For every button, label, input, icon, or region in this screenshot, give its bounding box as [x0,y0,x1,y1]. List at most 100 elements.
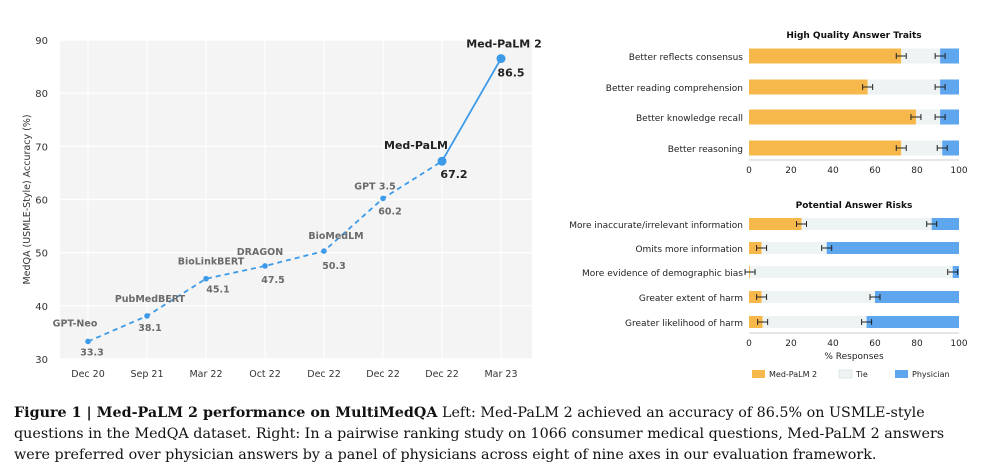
x-tick-label: 80 [911,339,923,349]
bar-segment-med-palm-2 [749,242,762,254]
legend-label: Med-PaLM 2 [769,370,817,379]
bar-segment-physician [940,109,959,125]
bar-category-label: Better knowledge recall [636,114,743,124]
bar-segment-physician [942,140,959,156]
bar-segment-tie [901,140,943,156]
bar-category-label: Greater likelihood of harm [625,319,743,329]
y-tick-label: 80 [35,89,48,100]
x-tick-label: Mar 22 [189,369,222,380]
point-model-label: BioMedLM [308,231,363,242]
legend-swatch [895,370,908,378]
x-tick-label: Sep 21 [130,369,163,380]
bar-segment-med-palm-2 [749,140,902,156]
data-point [85,338,91,345]
point-value-label: 86.5 [497,67,524,80]
x-tick-label: Dec 20 [71,369,105,380]
y-tick-label: 30 [35,355,48,366]
x-tick-label: 100 [950,166,967,176]
y-tick-label: 70 [35,142,48,153]
x-tick-label: 60 [869,339,881,349]
point-value-label: 38.1 [138,323,161,334]
bar-category-label: Better reflects consensus [629,53,744,63]
legend-swatch [838,369,853,379]
bar-segment-tie [867,79,941,95]
x-tick-label: Mar 23 [484,369,517,380]
y-tick-label: 40 [35,302,48,313]
bar-segment-tie [750,266,953,278]
caption-label: Figure 1 | Med-PaLM 2 performance on Mul… [14,405,438,421]
bar-segment-physician [826,242,959,254]
x-tick-label: 40 [827,339,839,349]
y-tick-label: 50 [35,249,48,260]
legend-label: Tie [855,370,868,379]
y-axis-label: MedQA (USMLE-Style) Accuracy (%) [22,114,33,284]
point-value-label: 33.3 [80,347,103,358]
bar-category-label: Better reasoning [668,145,743,155]
bar-segment-physician [866,316,959,328]
data-point [496,54,506,64]
bar-category-label: More evidence of demographic bias [582,269,743,279]
point-value-label: 60.2 [378,206,401,217]
bar-segment-tie [761,291,875,303]
bar-segment-physician [931,218,959,230]
bar-segment-med-palm-2 [749,218,802,230]
bar-segment-physician [940,79,959,95]
x-tick-label: 20 [785,339,797,349]
y-tick-label: 60 [35,196,48,207]
bar-segment-tie [762,316,867,328]
point-value-label: 50.3 [322,261,345,272]
data-point [380,195,386,202]
bar-chart-title: Potential Answer Risks [796,201,913,211]
x-tick-label: 100 [950,339,967,349]
x-tick-label: Oct 22 [249,369,281,380]
legend-label: Physician [912,370,950,379]
bar-chart-title: High Quality Answer Traits [786,31,921,41]
point-model-label: PubMedBERT [115,294,186,305]
data-point [144,313,150,319]
bar-category-label: Omits more information [635,245,743,255]
series-line-solid [441,58,502,162]
data-point [321,248,327,254]
bar-category-label: More inaccurate/irrelevant information [569,221,743,231]
bar-segment-med-palm-2 [749,316,763,328]
bar-segment-med-palm-2 [749,109,916,125]
bar-category-label: Better reading comprehension [606,84,743,94]
x-tick-label: 80 [911,166,923,176]
data-point [437,156,447,166]
y-tick-label: 90 [35,36,48,47]
data-point [203,275,209,282]
bar-segment-physician [875,291,959,303]
x-tick-label: Dec 22 [425,369,459,380]
figure-caption: Figure 1 | Med-PaLM 2 performance on Mul… [14,403,976,466]
data-point [262,263,268,269]
bar-segment-physician [940,48,959,64]
point-model-label: GPT-Neo [53,318,98,329]
bar-segment-tie [761,242,827,254]
bar-segment-tie [801,218,932,230]
legend-swatch [752,370,765,378]
x-tick-label: 20 [785,166,797,176]
point-model-label: Med-PaLM 2 [466,38,541,51]
x-tick-label: 0 [746,339,752,349]
x-axis-label: % Responses [824,352,884,362]
point-value-label: 45.1 [206,285,229,296]
point-model-label: BioLinkBERT [178,257,245,268]
x-tick-label: 60 [869,166,881,176]
figure-canvas: 30 40 50 60 70 80 90 Dec 20 Sep 21 Mar 22 Oct 22 De… [22,31,968,380]
point-value-label: 67.2 [440,168,467,181]
point-model-label: GPT 3.5 [354,181,395,192]
bar-category-label: Greater extent of harm [639,294,743,304]
x-tick-label: Dec 22 [366,369,400,380]
point-value-label: 47.5 [261,275,284,286]
point-model-label: Med-PaLM [384,139,448,152]
bar-segment-med-palm-2 [749,291,762,303]
bar-segment-tie [901,48,941,64]
bar-segment-med-palm-2 [749,79,868,95]
caption-text: Left: Med-PaLM 2 achieved an accuracy of… [14,405,945,463]
point-model-label: DRAGON [237,247,283,258]
x-tick-label: 40 [827,166,839,176]
x-tick-label: 0 [746,166,752,176]
bar-segment-tie [915,109,941,125]
bar-segment-med-palm-2 [749,48,902,64]
x-tick-label: Dec 22 [307,369,341,380]
